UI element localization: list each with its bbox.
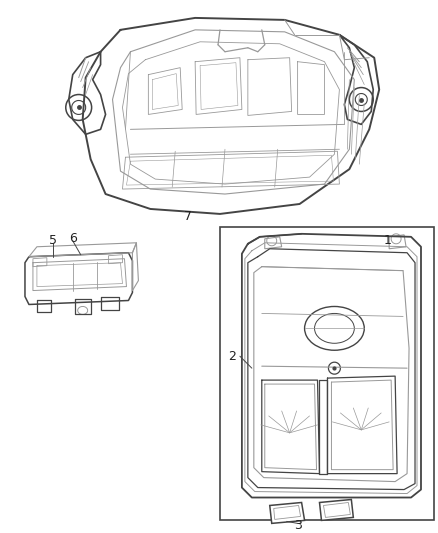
Text: 7: 7 [184, 211, 192, 223]
Polygon shape [324, 503, 350, 518]
Polygon shape [33, 258, 47, 266]
Text: 2: 2 [228, 350, 236, 363]
Polygon shape [265, 237, 282, 249]
Text: 1: 1 [383, 235, 391, 247]
Text: 3: 3 [293, 519, 301, 532]
Bar [220, 227, 434, 520]
Polygon shape [319, 499, 353, 520]
Text: 5: 5 [49, 235, 57, 247]
Polygon shape [109, 255, 123, 264]
Text: 6: 6 [69, 232, 77, 245]
Polygon shape [270, 503, 304, 523]
Polygon shape [389, 235, 406, 249]
Polygon shape [274, 505, 300, 519]
